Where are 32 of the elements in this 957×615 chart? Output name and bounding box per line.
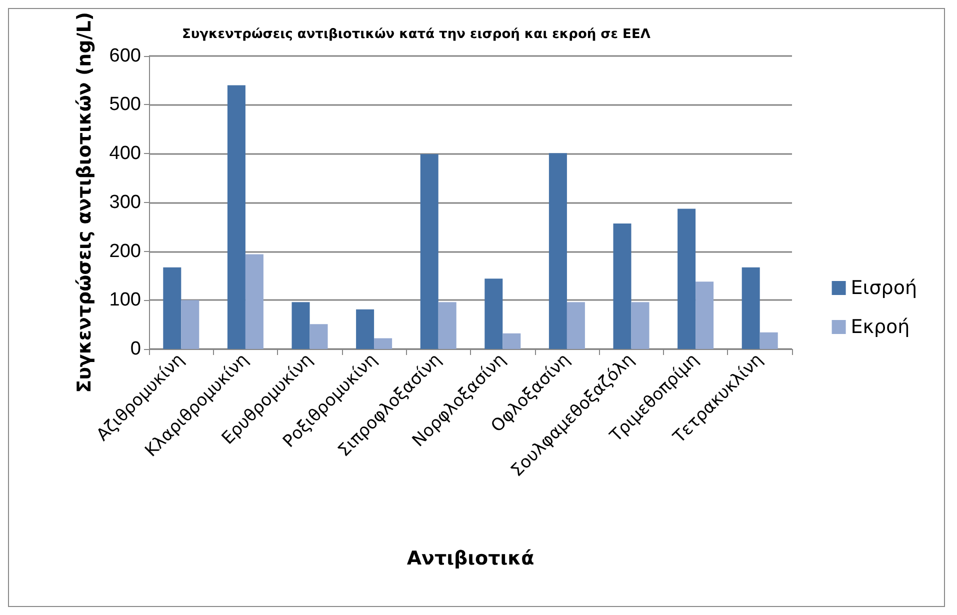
bar	[613, 223, 632, 349]
bar	[742, 267, 760, 349]
bar	[227, 85, 246, 349]
legend-label: Εισροή	[850, 277, 917, 299]
y-tick-label: 500	[109, 94, 141, 116]
bar	[502, 333, 521, 349]
bar	[310, 324, 328, 349]
bar	[292, 302, 310, 349]
legend-label: Εκροή	[850, 316, 910, 338]
bar	[566, 302, 585, 349]
y-tick-label: 100	[109, 290, 141, 311]
bar	[548, 153, 567, 349]
x-axis-title: Αντιβιοτικά	[406, 548, 534, 570]
chart-title: Συγκεντρώσεις αντιβιοτικών κατά την εισροή και εκροή σε ΕΕΛ	[182, 27, 650, 42]
y-tick-label: 0	[130, 338, 141, 360]
bar	[181, 300, 200, 349]
y-tick-label: 400	[109, 143, 141, 164]
y-axis-title: Συγκεντρώσεις αντιβιοτικών (ng/L)	[74, 12, 96, 393]
y-tick-label: 200	[109, 240, 141, 262]
bar	[696, 282, 714, 349]
bar	[356, 309, 374, 349]
bar	[374, 338, 392, 349]
y-tick-label: 300	[109, 192, 141, 213]
bar	[678, 208, 696, 349]
bar	[420, 154, 438, 349]
bar	[484, 278, 503, 349]
bar	[245, 254, 264, 349]
y-tick-label: 600	[109, 45, 141, 66]
bar	[163, 267, 182, 349]
bar	[438, 302, 456, 349]
bar	[631, 302, 650, 349]
bar	[760, 332, 778, 349]
